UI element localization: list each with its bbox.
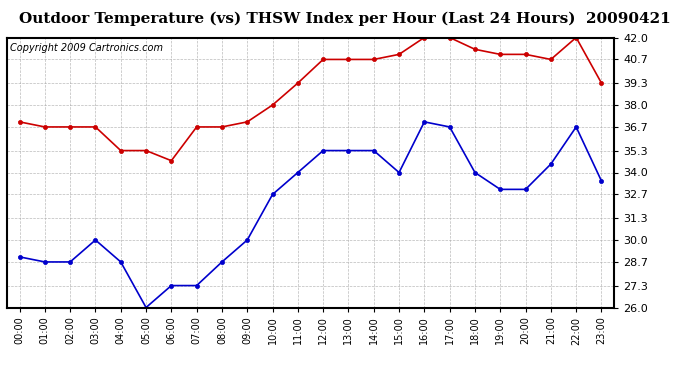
Text: Copyright 2009 Cartronics.com: Copyright 2009 Cartronics.com (10, 43, 163, 53)
Text: Outdoor Temperature (vs) THSW Index per Hour (Last 24 Hours)  20090421: Outdoor Temperature (vs) THSW Index per … (19, 11, 671, 26)
